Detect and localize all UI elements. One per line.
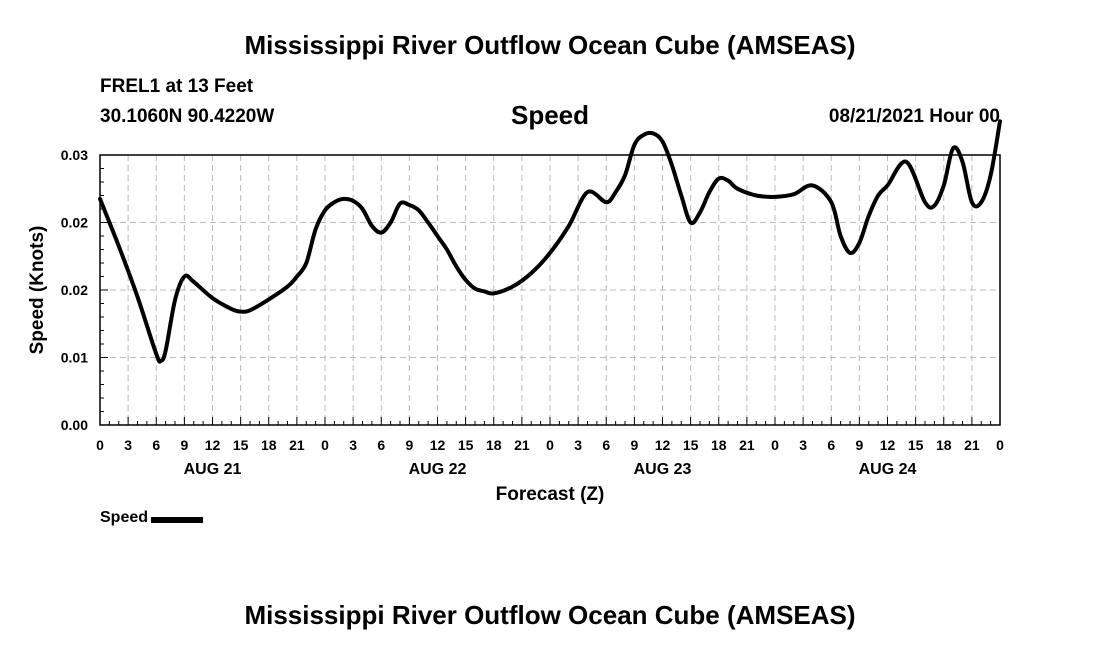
x-tick-label: 3: [124, 437, 132, 453]
y-tick-label: 0.03: [61, 147, 88, 163]
x-tick-label: 9: [405, 437, 413, 453]
page-title: Mississippi River Outflow Ocean Cube (AM…: [244, 30, 856, 60]
x-tick-label: 6: [152, 437, 160, 453]
x-tick-label: 18: [486, 437, 502, 453]
x-tick-label: 0: [321, 437, 329, 453]
grid-lines: [100, 155, 1000, 425]
x-tick-label: 12: [205, 437, 221, 453]
x-day-label: AUG 21: [184, 461, 242, 478]
y-tick-label: 0.02: [61, 215, 88, 231]
station-label: FREL1 at 13 Feet: [100, 76, 254, 97]
chart-title: Speed: [510, 100, 590, 130]
y-tick-label: 0.01: [61, 350, 88, 366]
x-tick-label: 6: [827, 437, 835, 453]
x-axis-title: Forecast (Z): [496, 484, 605, 505]
x-tick-label: 21: [964, 437, 980, 453]
x-tick-label: 9: [180, 437, 188, 453]
x-tick-label: 12: [655, 437, 671, 453]
y-axis-title: Speed (Knots): [27, 226, 48, 355]
x-day-label: AUG 23: [634, 461, 692, 478]
x-tick-label: 9: [855, 437, 863, 453]
footer-title: Mississippi River Outflow Ocean Cube (AM…: [244, 600, 856, 630]
x-tick-label: 3: [799, 437, 807, 453]
x-tick-label: 15: [458, 437, 474, 453]
x-tick-label: 15: [233, 437, 249, 453]
x-tick-label: 0: [546, 437, 554, 453]
x-tick-label: 15: [908, 437, 924, 453]
legend-label-speed: Speed: [100, 509, 149, 526]
x-tick-label: 3: [349, 437, 357, 453]
plot-frame: [99, 154, 1001, 426]
x-tick-label: 18: [936, 437, 952, 453]
legend: Speed: [100, 509, 204, 527]
x-day-label: AUG 24: [859, 461, 917, 478]
y-tick-label: 0.02: [61, 282, 88, 298]
coordinates-label: 30.1060N 90.4220W: [100, 106, 275, 127]
x-tick-label: 9: [630, 437, 638, 453]
x-tick-label: 0: [996, 437, 1004, 453]
x-tick-label: 0: [96, 437, 104, 453]
x-tick-label: 15: [683, 437, 699, 453]
x-tick-label: 6: [602, 437, 610, 453]
x-tick-label: 18: [711, 437, 727, 453]
x-tick-label: 21: [289, 437, 305, 453]
x-tick-label: 21: [514, 437, 530, 453]
x-tick-label: 3: [574, 437, 582, 453]
x-tick-label: 6: [377, 437, 385, 453]
speed-series-line: [98, 119, 1002, 364]
x-tick-label: 18: [261, 437, 277, 453]
legend-swatch-speed: [151, 517, 204, 523]
x-tick-label: 12: [430, 437, 446, 453]
run-time-label: 08/21/2021 Hour 00: [828, 106, 1000, 127]
x-tick-label: 12: [880, 437, 896, 453]
x-tick-label: 21: [739, 437, 755, 453]
y-tick-label: 0.00: [61, 417, 88, 433]
x-day-label: AUG 22: [409, 461, 467, 478]
x-tick-label: 0: [771, 437, 779, 453]
axis-labels: 0 3 6 9 12 15 18 21 0 3 6 9 12 15 18 21 0 3 6 9 12 15 18 21 0 3 6 9…: [61, 147, 1004, 478]
